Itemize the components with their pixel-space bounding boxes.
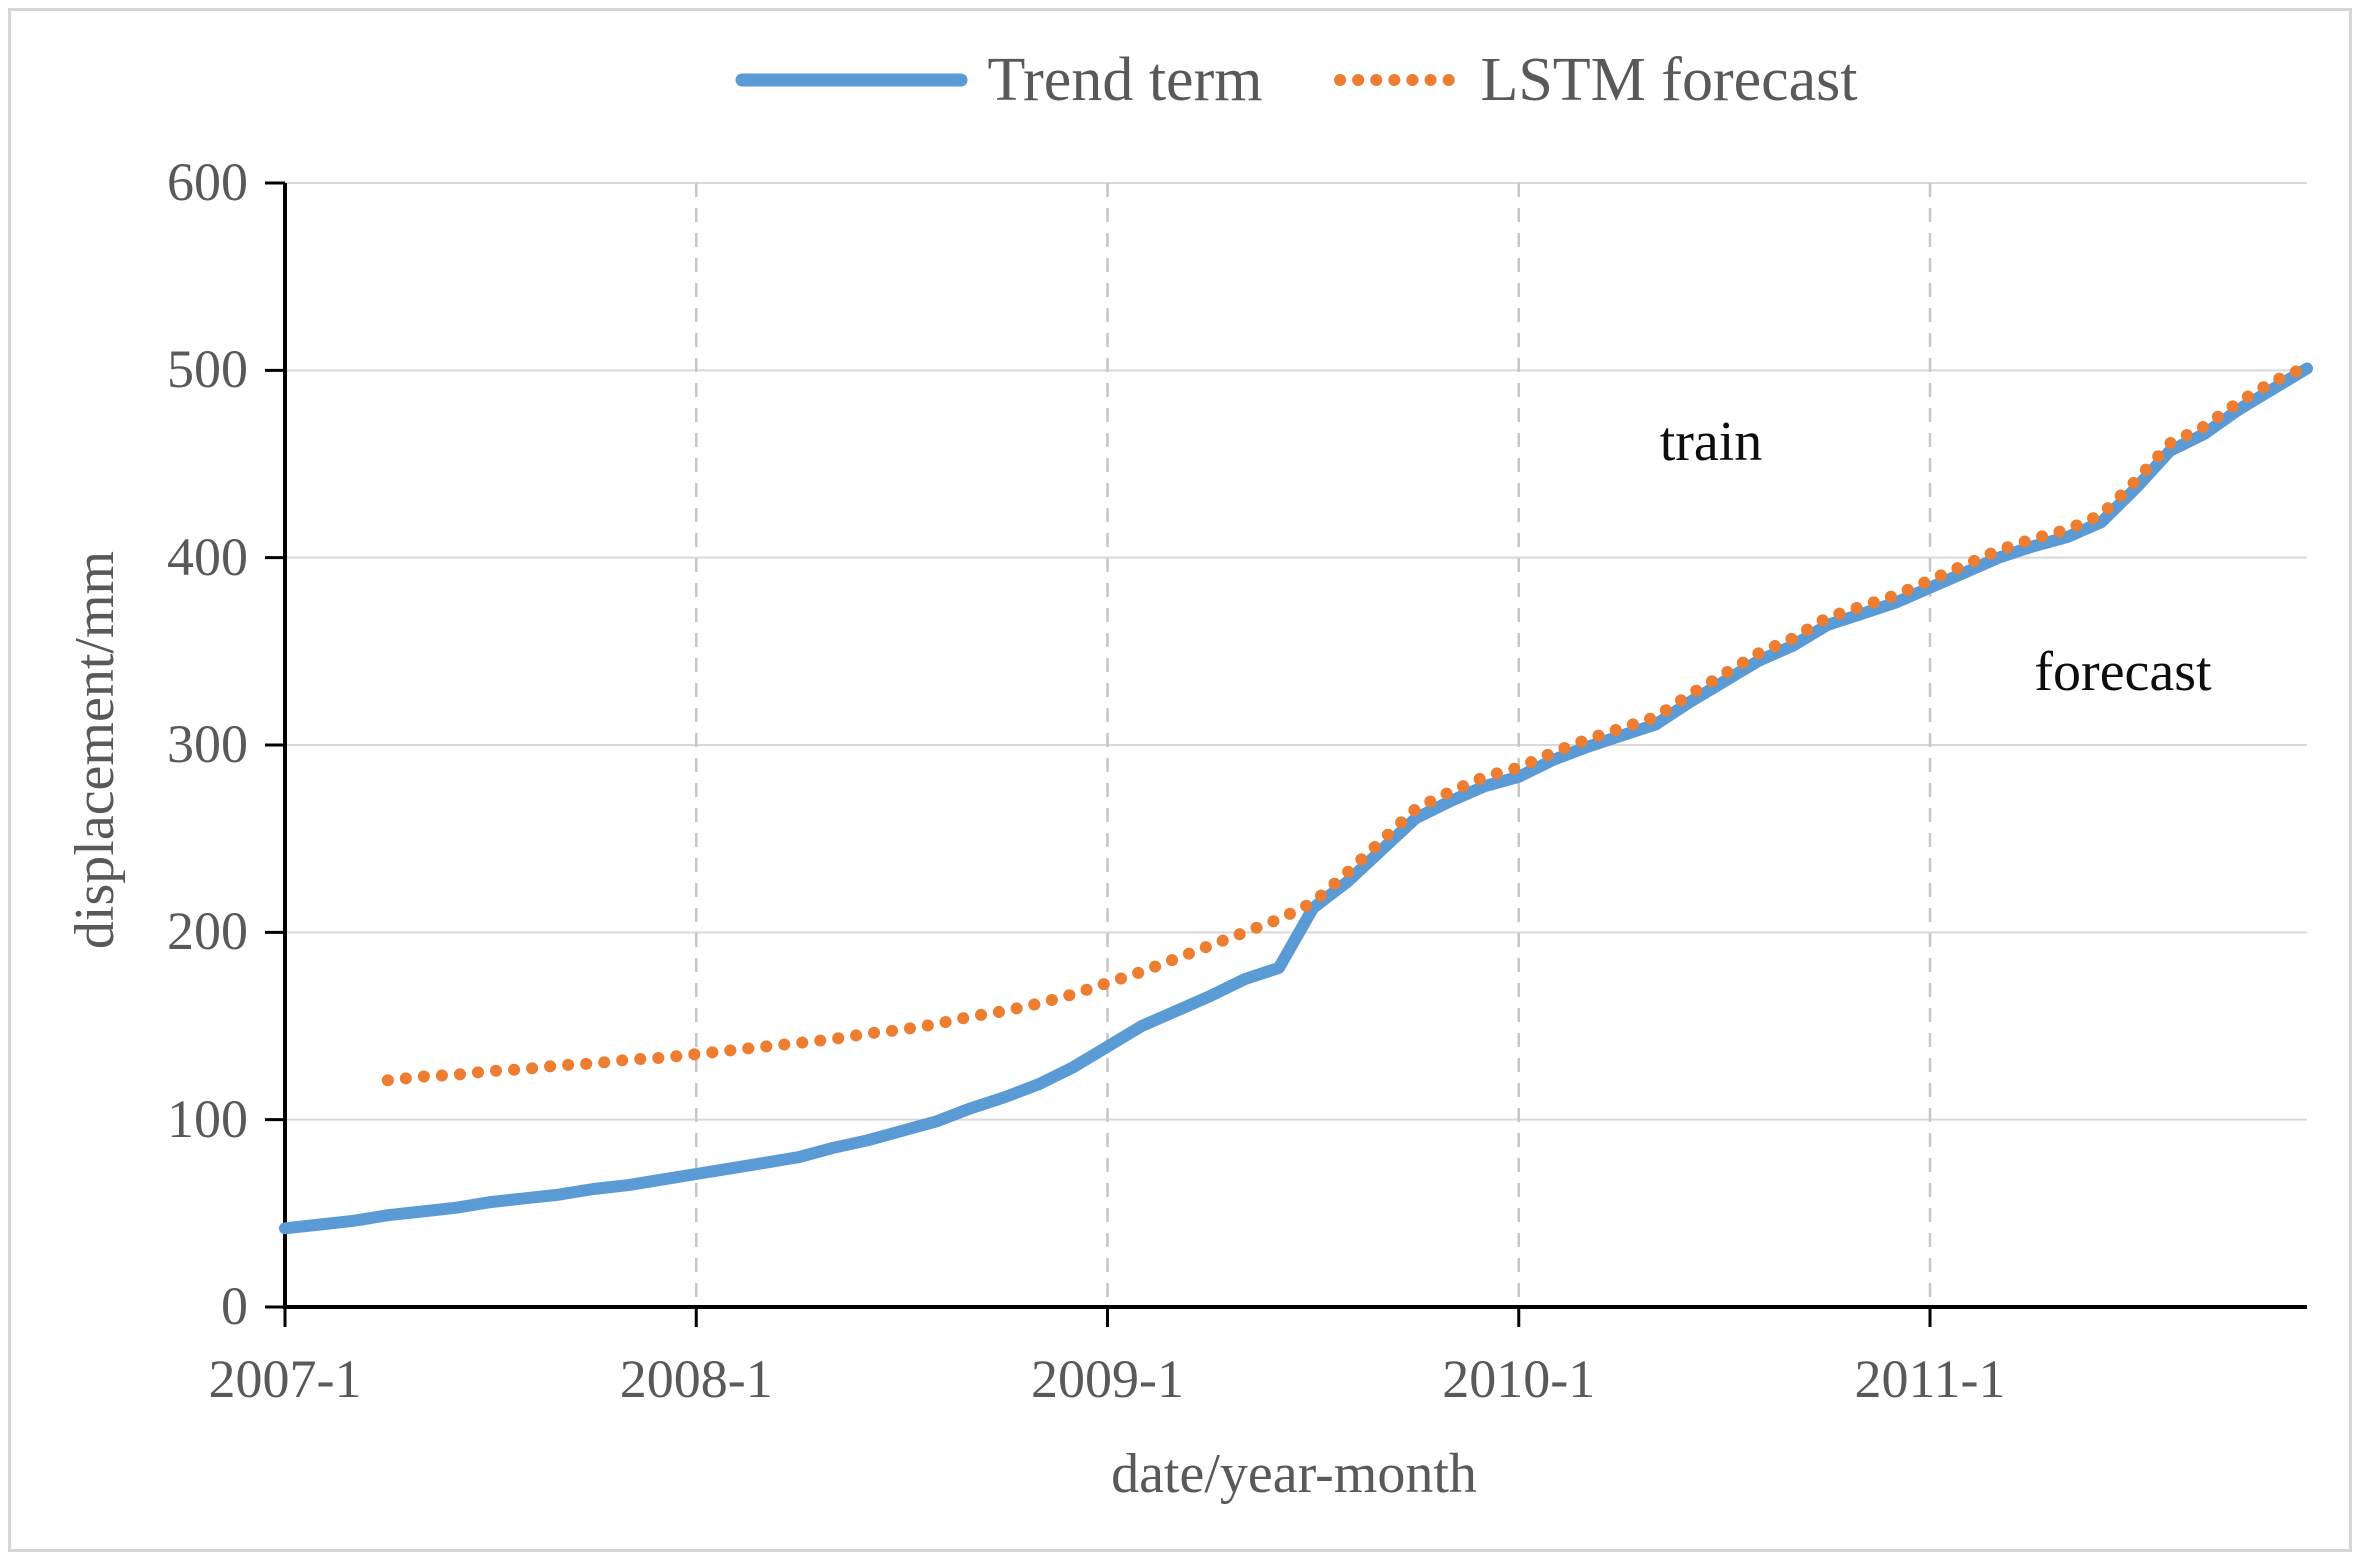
y-tick-label: 400 — [167, 526, 248, 587]
lstm-forecast-dotted-swatch — [1334, 74, 1463, 86]
x-axis-title: date/year-month — [1111, 1443, 1477, 1505]
y-tick-label: 500 — [167, 339, 248, 400]
trend-term-line-swatch — [735, 73, 968, 87]
x-tick-label: 2007-1 — [208, 1349, 362, 1409]
y-tick-label: 200 — [167, 901, 248, 962]
y-axis-title: displacement/mm — [64, 550, 126, 950]
legend-item-trend-term: Trend term — [734, 45, 1262, 116]
x-tick-label: 2009-1 — [1031, 1349, 1184, 1409]
y-tick-label: 100 — [167, 1088, 248, 1149]
forecast-annotation: forecast — [2034, 641, 2212, 703]
y-tick-label: 300 — [167, 714, 248, 774]
legend: Trend term LSTM forecast — [285, 40, 2307, 120]
x-tick-label: 2010-1 — [1442, 1349, 1596, 1409]
x-tick-label: 2011-1 — [1854, 1349, 2006, 1409]
legend-label-lstm-forecast: LSTM forecast — [1480, 45, 1858, 114]
legend-label-trend-term: Trend term — [987, 45, 1263, 114]
y-tick-label: 0 — [221, 1276, 248, 1336]
y-tick-label: 600 — [167, 152, 248, 212]
train-annotation: train — [1659, 411, 1763, 473]
legend-item-lstm-forecast: LSTM forecast — [1332, 45, 1858, 116]
x-tick-label: 2008-1 — [619, 1349, 773, 1409]
